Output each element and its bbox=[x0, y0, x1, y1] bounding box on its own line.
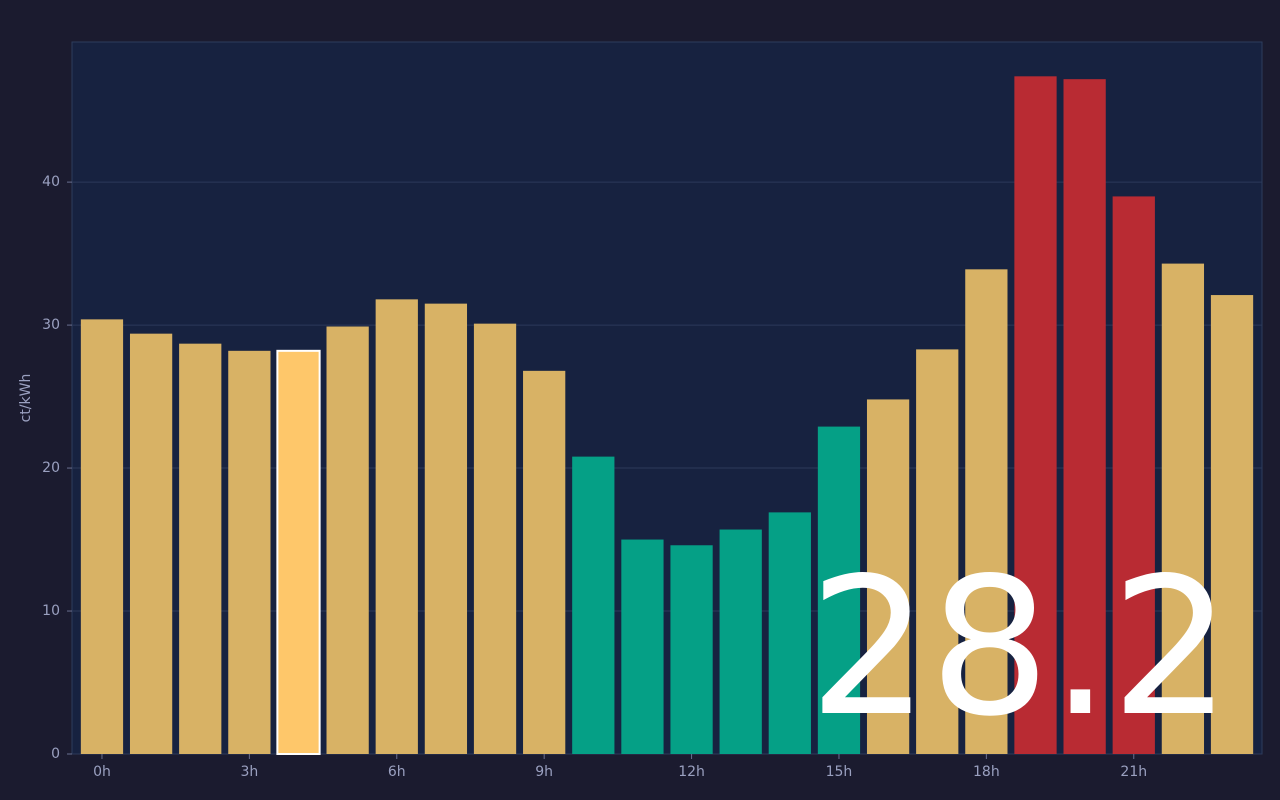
bar bbox=[1112, 196, 1155, 754]
bar bbox=[621, 539, 664, 754]
bar bbox=[80, 319, 124, 754]
x-tick-label: 6h bbox=[388, 764, 406, 780]
bar bbox=[670, 545, 713, 754]
bar bbox=[1210, 295, 1254, 754]
y-tick-label: 30 bbox=[42, 317, 60, 333]
y-tick-label: 10 bbox=[42, 603, 60, 619]
x-tick-label: 12h bbox=[678, 764, 705, 780]
x-tick-label: 9h bbox=[535, 764, 553, 780]
bar bbox=[523, 370, 566, 754]
x-tick-label: 18h bbox=[973, 764, 1000, 780]
x-tick-label: 0h bbox=[93, 764, 111, 780]
bar bbox=[1014, 76, 1057, 755]
bar bbox=[916, 349, 959, 754]
y-tick-label: 0 bbox=[51, 746, 60, 762]
bar bbox=[965, 269, 1008, 754]
bar bbox=[473, 323, 517, 754]
bar bbox=[424, 303, 468, 754]
y-tick-label: 20 bbox=[42, 460, 60, 476]
bar-current bbox=[276, 349, 321, 755]
bar bbox=[129, 333, 173, 754]
y-tick-label: 40 bbox=[42, 174, 60, 190]
bar bbox=[768, 512, 811, 754]
bar bbox=[817, 426, 861, 754]
bar bbox=[375, 299, 418, 754]
bar bbox=[866, 399, 910, 754]
bar bbox=[179, 343, 222, 754]
axes: 0 10 20 30 40 0h 3h 6h 9h 12h 15h 18h 21h bbox=[42, 174, 1147, 780]
x-tick-label: 21h bbox=[1120, 764, 1147, 780]
x-tick-label: 3h bbox=[240, 764, 258, 780]
bar bbox=[572, 456, 615, 754]
current-price: 28.2 bbox=[808, 537, 1231, 758]
bars bbox=[80, 76, 1254, 755]
bar bbox=[1161, 263, 1205, 754]
bar bbox=[1063, 79, 1106, 755]
y-axis-label: ct/kWh bbox=[18, 374, 34, 423]
bar bbox=[228, 350, 271, 754]
bar bbox=[326, 326, 369, 754]
x-tick-label: 15h bbox=[826, 764, 853, 780]
bar bbox=[719, 529, 762, 754]
